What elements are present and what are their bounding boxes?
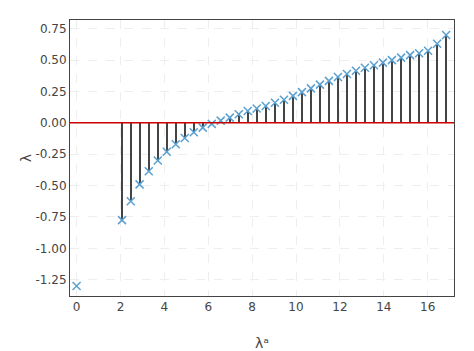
svg-text:10: 10 (288, 300, 303, 314)
svg-text:6: 6 (204, 300, 212, 314)
svg-text:0.75: 0.75 (40, 22, 67, 36)
svg-text:12: 12 (332, 300, 347, 314)
svg-text:0.00: 0.00 (40, 116, 67, 130)
svg-text:-0.25: -0.25 (36, 147, 67, 161)
svg-text:-0.75: -0.75 (36, 210, 67, 224)
svg-text:0.25: 0.25 (40, 85, 67, 99)
svg-text:λᵃ: λᵃ (255, 335, 269, 351)
svg-text:8: 8 (248, 300, 256, 314)
svg-text:16: 16 (420, 300, 435, 314)
svg-text:-1.00: -1.00 (36, 242, 67, 256)
svg-text:-0.50: -0.50 (36, 179, 67, 193)
svg-text:4: 4 (161, 300, 169, 314)
svg-text:-1.25: -1.25 (36, 273, 67, 287)
svg-text:0.50: 0.50 (40, 53, 67, 67)
svg-text:2: 2 (117, 300, 125, 314)
svg-text:λ: λ (18, 154, 34, 162)
svg-text:14: 14 (376, 300, 391, 314)
svg-text:0: 0 (73, 300, 81, 314)
